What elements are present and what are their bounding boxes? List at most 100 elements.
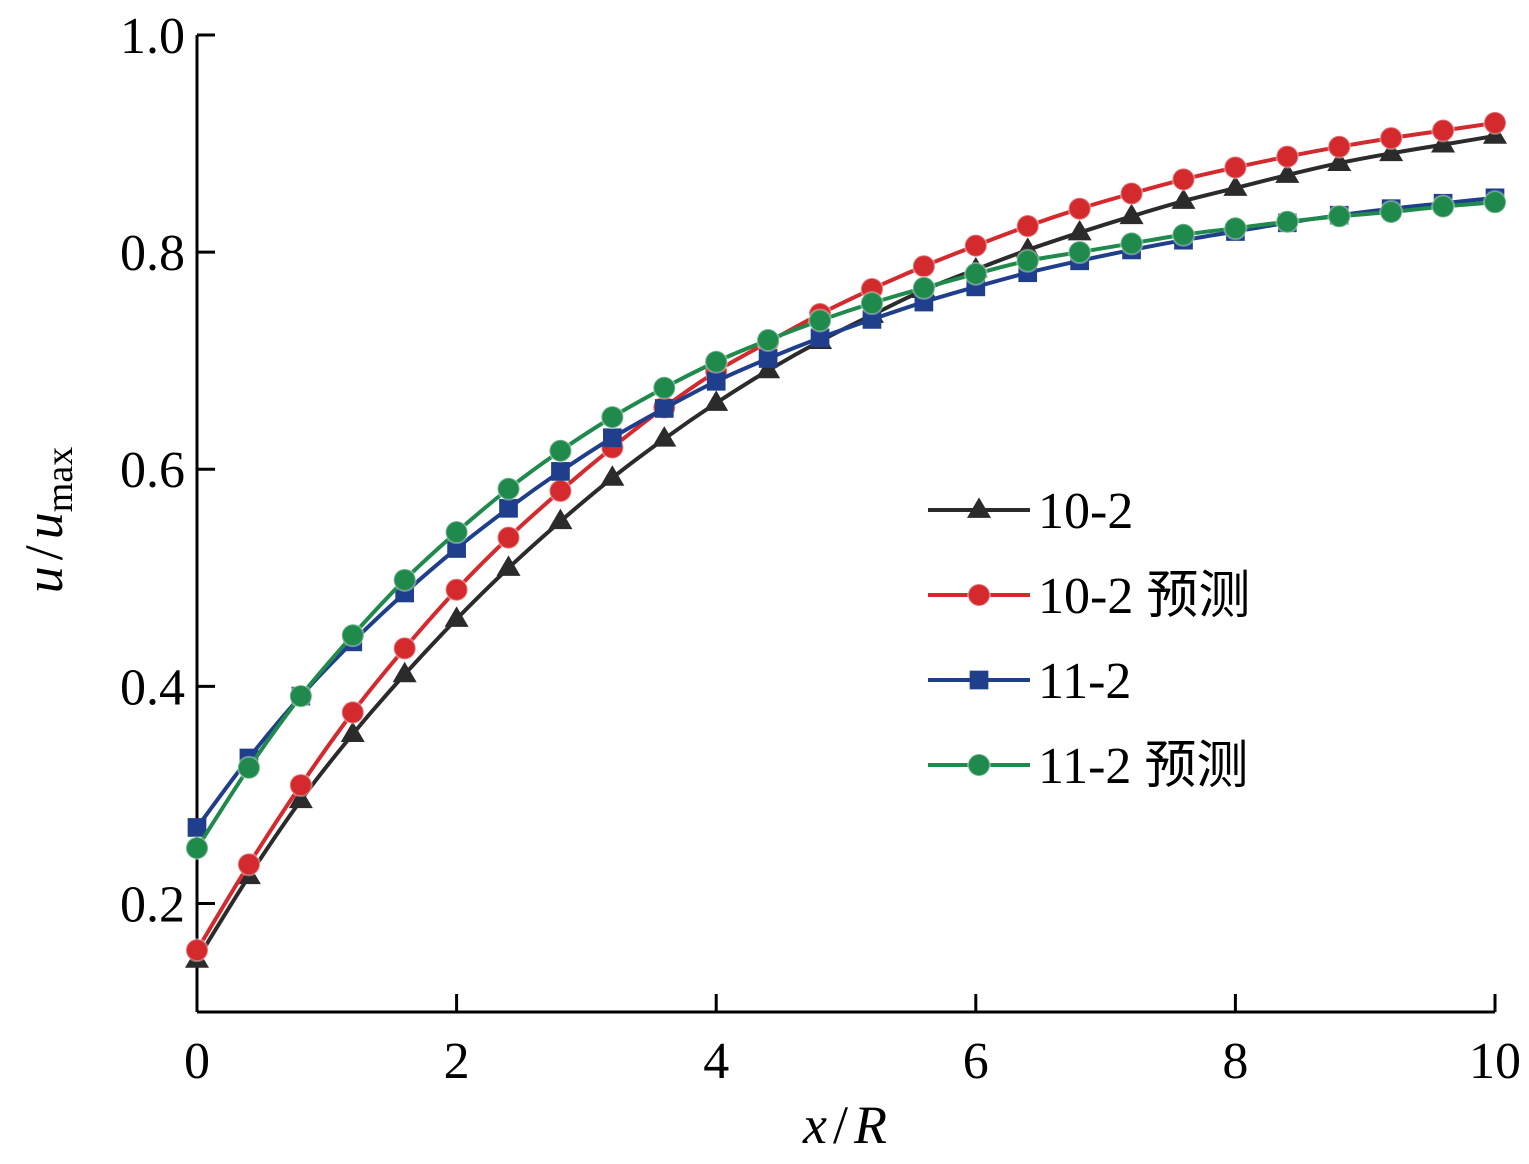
data-point	[1327, 204, 1352, 229]
x-tick-label: 0	[184, 1033, 210, 1090]
data-point	[1119, 181, 1144, 206]
data-point	[392, 661, 417, 683]
data-point	[1327, 134, 1352, 159]
data-point	[1275, 209, 1300, 234]
data-point	[1275, 144, 1300, 169]
data-point	[1119, 203, 1144, 225]
x-tick-label: 2	[444, 1033, 470, 1090]
legend-entry: 11-2 预测	[928, 738, 1248, 795]
data-point	[758, 349, 778, 368]
data-point	[1379, 199, 1404, 224]
y-axis-title: u/umax	[14, 447, 81, 593]
legend-label: 10-2	[1038, 483, 1133, 540]
data-point	[963, 261, 988, 286]
series-11-2 预测	[185, 190, 1507, 861]
data-point	[236, 755, 261, 780]
series-10-2	[184, 123, 1508, 968]
y-tick-label: 0.6	[120, 442, 185, 499]
data-point	[600, 465, 625, 486]
y-tick-label: 0.4	[120, 659, 185, 716]
series-line	[195, 195, 1496, 829]
legend-entry: 10-2 预测	[928, 568, 1250, 625]
data-point	[1483, 110, 1507, 135]
data-point	[288, 773, 313, 798]
data-point	[704, 390, 729, 411]
data-point	[859, 291, 884, 316]
data-point	[1223, 155, 1248, 180]
axes: 0 2 4 6 8 10 0.2 0.4 0.6 0.8 1.0	[120, 8, 1521, 1090]
data-point	[185, 836, 209, 861]
data-point	[548, 508, 573, 530]
data-point	[756, 357, 781, 379]
data-point	[1067, 196, 1092, 221]
data-point	[551, 462, 570, 481]
data-point	[652, 375, 677, 400]
x-tick-label: 6	[963, 1033, 989, 1090]
legend-entry: 11-2	[928, 653, 1131, 710]
data-point	[288, 684, 313, 709]
data-point	[288, 787, 313, 809]
data-point	[548, 478, 573, 503]
data-point	[810, 328, 830, 348]
data-point	[236, 852, 261, 877]
data-point	[652, 426, 677, 447]
data-point	[444, 577, 469, 602]
data-point	[1171, 188, 1196, 209]
data-point	[1067, 240, 1092, 265]
data-point	[548, 438, 573, 463]
data-point	[862, 310, 882, 329]
data-point	[1067, 219, 1092, 241]
data-point	[340, 721, 365, 742]
data-point	[1015, 248, 1040, 273]
data-point	[447, 539, 466, 558]
data-point	[444, 606, 469, 627]
data-point	[1327, 150, 1352, 171]
data-point	[187, 818, 207, 837]
data-point	[1223, 216, 1248, 241]
series-line	[195, 133, 1496, 961]
data-point	[1223, 175, 1248, 196]
legend-marker	[967, 753, 991, 777]
data-point	[496, 476, 521, 501]
series-layer	[184, 110, 1508, 968]
x-axis-title: x / R	[802, 1095, 887, 1155]
data-point	[444, 520, 469, 545]
series-10-2 预测	[185, 110, 1507, 963]
data-point	[1171, 167, 1196, 192]
x-tick-label: 8	[1222, 1033, 1248, 1090]
x-tick-label: 4	[703, 1033, 729, 1090]
y-tick-label: 0.8	[120, 225, 185, 282]
data-point	[1275, 162, 1300, 183]
data-point	[1171, 222, 1196, 247]
data-point	[706, 371, 726, 391]
y-tick-label: 1.0	[120, 8, 185, 65]
data-point	[963, 233, 988, 258]
legend-label: 11-2	[1038, 653, 1131, 710]
data-point	[1431, 118, 1456, 143]
data-point	[1431, 131, 1456, 153]
y-tick-label: 0.2	[120, 876, 185, 933]
data-point	[499, 498, 518, 518]
data-point	[185, 938, 209, 963]
data-point	[1379, 126, 1404, 151]
data-point	[392, 567, 417, 592]
data-point	[1379, 140, 1404, 162]
legend-label: 11-2 预测	[1038, 738, 1248, 795]
data-point	[340, 623, 365, 648]
legend: 10-2 10-2 预测 11-2 11-2 预测	[928, 483, 1250, 795]
legend-marker	[967, 583, 991, 607]
data-point	[603, 428, 622, 448]
legend-marker	[969, 670, 989, 690]
x-tick-label: 10	[1469, 1033, 1521, 1090]
legend-marker	[966, 497, 992, 518]
data-point	[496, 525, 521, 550]
legend-entry: 10-2	[928, 483, 1133, 540]
data-point	[496, 555, 521, 576]
data-point	[808, 308, 833, 333]
data-point	[911, 254, 936, 279]
data-point	[654, 399, 674, 418]
data-point	[756, 328, 781, 353]
data-point	[704, 349, 729, 374]
data-point	[1483, 190, 1507, 215]
